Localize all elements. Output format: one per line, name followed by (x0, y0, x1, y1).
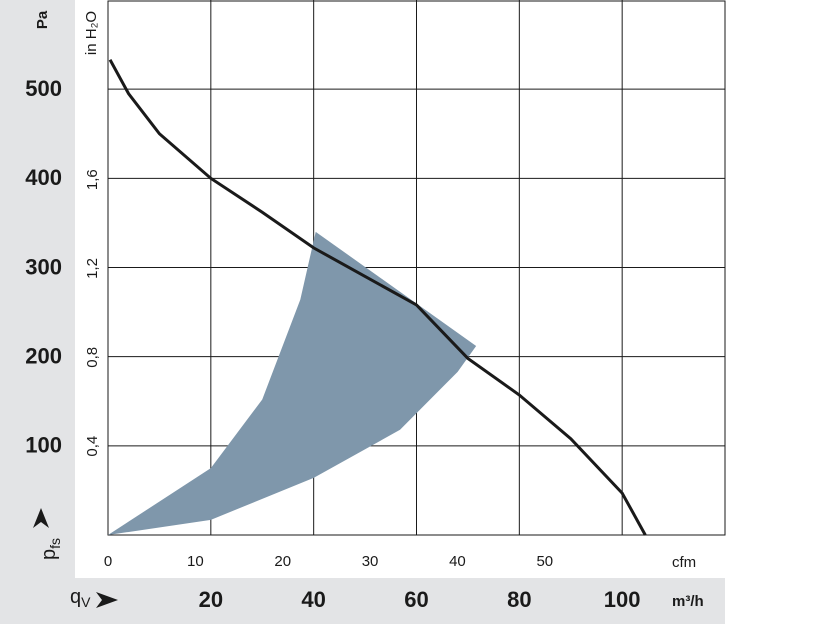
x2-unit: cfm (672, 554, 696, 571)
y2-tick-label: 1,6 (84, 169, 101, 190)
x-tick-label: 80 (507, 587, 531, 612)
x-tick-label: 100 (604, 587, 641, 612)
y-tick-label: 500 (25, 76, 62, 101)
x2-tick-label: 0 (104, 553, 112, 570)
y-tick-label: 300 (25, 254, 62, 279)
x2-tick-label: 10 (187, 553, 204, 570)
x2-tick-label: 50 (536, 553, 553, 570)
y-label-sub: fs (47, 538, 63, 549)
y-tick-label: 400 (25, 165, 62, 190)
y2-tick-label: 0,4 (84, 436, 101, 457)
y2-unit: in H₂O (83, 11, 100, 55)
x2-tick-label: 30 (362, 553, 379, 570)
bottom-band (0, 578, 725, 624)
y2-tick-label: 1,2 (84, 258, 101, 279)
y-unit: Pa (34, 10, 51, 29)
y-tick-label: 100 (25, 433, 62, 458)
x-tick-label: 60 (404, 587, 428, 612)
operating-area (108, 231, 477, 536)
x2-tick-label: 40 (449, 553, 466, 570)
x-label-sub: V (81, 594, 91, 610)
y-tick-label: 200 (25, 343, 62, 368)
x2-tick-label: 20 (274, 553, 291, 570)
y2-tick-label: 0,8 (84, 347, 101, 368)
x-label-main: q (70, 586, 81, 608)
fan-curve (108, 59, 647, 536)
plot-area (107, 0, 726, 536)
y-label-main: p (38, 549, 60, 560)
x-tick-label: 40 (301, 587, 325, 612)
x-axis-label: qV (70, 586, 91, 609)
left-band (0, 0, 75, 578)
x-arrow (96, 592, 118, 608)
y-arrow (33, 508, 49, 528)
y-axis-label: pfs (38, 538, 62, 560)
x-tick-label: 20 (199, 587, 223, 612)
x-unit: m³/h (672, 593, 704, 610)
